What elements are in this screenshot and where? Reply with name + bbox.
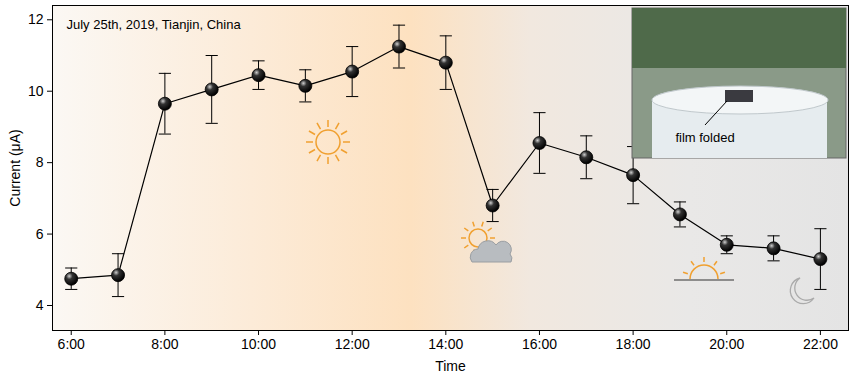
svg-text:July 25th, 2019, Tianjin, Chin: July 25th, 2019, Tianjin, China [67,17,242,32]
svg-text:16:00: 16:00 [522,336,557,352]
svg-text:20:00: 20:00 [709,336,744,352]
svg-text:22:00: 22:00 [803,336,838,352]
svg-text:10: 10 [28,83,44,99]
svg-text:Time: Time [435,358,466,374]
svg-text:10:00: 10:00 [241,336,276,352]
svg-text:12: 12 [28,11,44,27]
svg-text:8:00: 8:00 [151,336,178,352]
svg-text:film folded: film folded [675,130,734,145]
svg-text:12:00: 12:00 [335,336,370,352]
svg-text:6:00: 6:00 [58,336,85,352]
svg-text:6: 6 [36,226,44,242]
svg-text:18:00: 18:00 [616,336,651,352]
svg-text:14:00: 14:00 [428,336,463,352]
svg-text:Current (μA): Current (μA) [7,129,23,206]
svg-text:4: 4 [36,297,44,313]
svg-text:8: 8 [36,154,44,170]
